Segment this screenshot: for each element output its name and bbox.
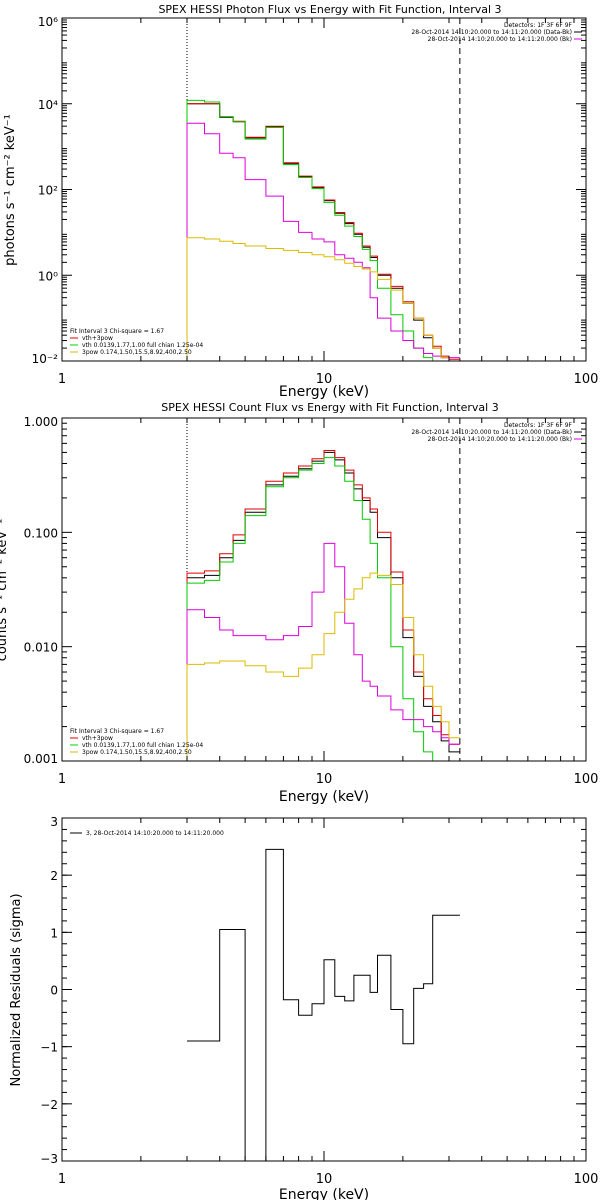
photon-flux-y-tick-label: 10⁻² bbox=[32, 352, 59, 366]
count-flux-x-tick-label: 1 bbox=[58, 772, 66, 787]
count-flux-series-line bbox=[186, 542, 460, 761]
residuals-series-line bbox=[187, 848, 460, 1162]
count-flux-legend-fit-text: 3pow 0.174,1.50,15.5,8.92,400,2.50 bbox=[82, 749, 192, 756]
residuals-y-label: Normalized Residuals (sigma) bbox=[9, 893, 24, 1086]
photon-flux-legend-detector-text: 28-Oct-2014 14:10:20.000 to 14:11:20.000… bbox=[428, 36, 572, 43]
photon-flux-y-tick-label: 10⁰ bbox=[38, 269, 58, 283]
photon-flux-legend-detector-text: 28-Oct-2014 14:10:20.000 to 14:11:20.000… bbox=[411, 29, 572, 36]
photon-flux-x-label: Energy (keV) bbox=[279, 384, 369, 400]
photon-flux-lines bbox=[186, 18, 461, 362]
count-flux-legend-detector-text: Detectors: 1F 3F 6F 9F bbox=[504, 422, 573, 429]
count-flux-y-label: counts s⁻¹ cm⁻² keV⁻¹ bbox=[0, 519, 10, 662]
count-flux-legend-fit-text: vth+3pow bbox=[82, 735, 113, 742]
residuals-legend-interval-text: 3, 28-Oct-2014 14:10:20.000 to 14:11:20.… bbox=[86, 830, 224, 837]
photon-flux-x-tick-label: 100 bbox=[574, 372, 599, 387]
photon-flux-legend-bottom-left: Fit Interval 3 Chi-square = 1.67vth+3pow… bbox=[70, 328, 203, 356]
photon-flux-axes: 1 10 100 10⁻² 10⁰ 10² 10⁴ 10⁶ bbox=[32, 15, 599, 387]
photon-flux-panel: SPEX HESSI Photon Flux vs Energy with Fi… bbox=[3, 3, 598, 400]
photon-flux-legend-fit-header: Fit Interval 3 Chi-square = 1.67 bbox=[70, 328, 164, 335]
residuals-y-tick-label: 0 bbox=[50, 984, 58, 998]
residuals-y-tick-label: 1 bbox=[50, 926, 58, 940]
photon-flux-title: SPEX HESSI Photon Flux vs Energy with Fi… bbox=[158, 3, 501, 16]
photon-flux-x-tick-label: 10 bbox=[316, 372, 333, 387]
photon-flux-legend-detector-text: Detectors: 1F 3F 6F 9F bbox=[504, 22, 573, 29]
count-flux-series-line bbox=[186, 457, 460, 762]
residuals-lines bbox=[187, 848, 460, 1162]
photon-flux-y-tick-label: 10⁴ bbox=[38, 98, 58, 112]
photon-flux-series-line bbox=[186, 237, 460, 362]
residuals-axes: 1 10 100 −3 −2 −1 0 1 2 3 bbox=[40, 815, 598, 1187]
photon-flux-x-tick-label: 1 bbox=[58, 372, 66, 387]
count-flux-lines bbox=[186, 418, 461, 762]
count-flux-x-tick-label: 100 bbox=[574, 772, 599, 787]
photon-flux-y-tick-label: 10⁶ bbox=[38, 15, 58, 29]
residuals-legend-top-left: 3, 28-Oct-2014 14:10:20.000 to 14:11:20.… bbox=[70, 830, 224, 837]
residuals-x-label: Energy (keV) bbox=[279, 1187, 369, 1200]
count-flux-x-label: Energy (keV) bbox=[279, 789, 369, 805]
photon-flux-legend-fit-text: vth 0.0139,1.77,1.00 full chian 1.25e-04 bbox=[82, 342, 203, 349]
photon-flux-legend-fit-text: 3pow 0.174,1.50,15.5,8.92,400,2.50 bbox=[82, 349, 192, 356]
residuals-y-tick-label: −2 bbox=[40, 1098, 58, 1112]
residuals-x-tick-label: 10 bbox=[316, 1172, 333, 1187]
count-flux-title: SPEX HESSI Count Flux vs Energy with Fit… bbox=[161, 401, 498, 414]
count-flux-panel: SPEX HESSI Count Flux vs Energy with Fit… bbox=[0, 401, 598, 805]
count-flux-y-tick-label: 1.000 bbox=[24, 415, 58, 429]
count-flux-legend-detector-text: 28-Oct-2014 14:10:20.000 to 14:11:20.000… bbox=[411, 429, 572, 436]
photon-flux-y-tick-label: 10² bbox=[38, 184, 58, 198]
count-flux-series-line bbox=[186, 572, 460, 761]
residuals-x-tick-label: 100 bbox=[574, 1172, 599, 1187]
residuals-y-tick-label: −1 bbox=[40, 1041, 58, 1055]
residuals-y-tick-label: −3 bbox=[40, 1152, 58, 1166]
residuals-panel: 1 10 100 −3 −2 −1 0 1 2 3 Energy (keV) Normalized… bbox=[9, 815, 598, 1200]
count-flux-legend-bottom-left: Fit Interval 3 Chi-square = 1.67vth+3pow… bbox=[70, 728, 203, 756]
residuals-x-tick-label: 1 bbox=[58, 1172, 66, 1187]
count-flux-y-tick-label: 0.001 bbox=[24, 752, 58, 766]
residuals-y-tick-label: 2 bbox=[50, 869, 58, 883]
count-flux-y-tick-label: 0.100 bbox=[24, 526, 58, 540]
count-flux-legend-fit-header: Fit Interval 3 Chi-square = 1.67 bbox=[70, 728, 164, 735]
count-flux-legend-detector-text: 28-Oct-2014 14:10:20.000 to 14:11:20.000… bbox=[428, 436, 572, 443]
residuals-y-tick-label: 3 bbox=[50, 815, 58, 829]
count-flux-legend-fit-text: vth 0.0139,1.77,1.00 full chian 1.25e-04 bbox=[82, 742, 203, 749]
photon-flux-y-label: photons s⁻¹ cm⁻² keV⁻¹ bbox=[3, 114, 18, 266]
count-flux-x-tick-label: 10 bbox=[316, 772, 333, 787]
photon-flux-series-line bbox=[186, 122, 460, 361]
photon-flux-legend-fit-text: vth+3pow bbox=[82, 335, 113, 342]
count-flux-axes: 1 10 100 0.001 0.010 0.100 1.000 bbox=[24, 415, 599, 787]
count-flux-y-tick-label: 0.010 bbox=[24, 641, 58, 655]
